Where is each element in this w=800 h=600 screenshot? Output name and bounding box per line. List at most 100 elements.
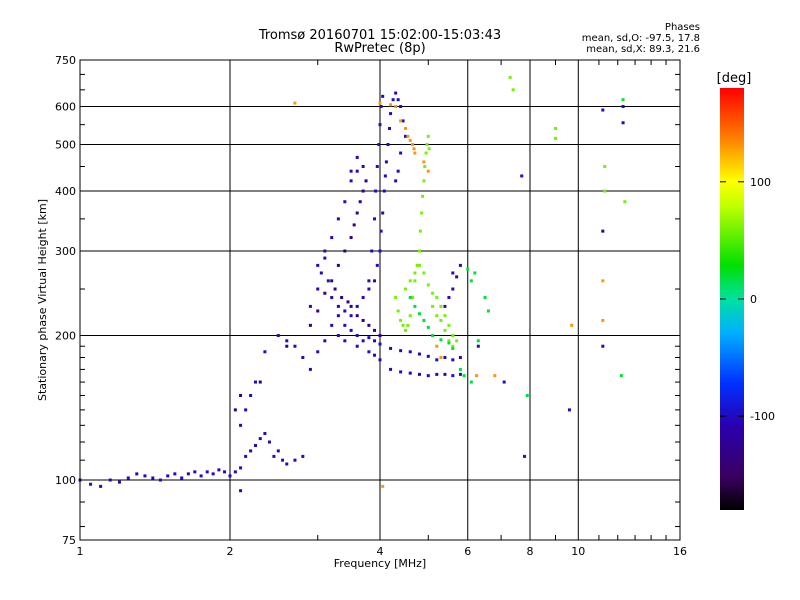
x-tick-label: 10 xyxy=(571,545,585,558)
axis-ticks: 1 2 4 6 8 10 16 75 100 200 300 400 500 600 750 xyxy=(55,54,687,558)
data-point xyxy=(374,189,378,193)
data-point xyxy=(367,336,371,340)
data-point xyxy=(326,279,330,283)
data-point xyxy=(425,143,429,147)
data-point xyxy=(567,408,571,412)
data-point xyxy=(426,374,430,378)
data-point xyxy=(451,344,455,348)
data-point xyxy=(451,374,455,378)
data-point xyxy=(343,309,347,313)
data-point xyxy=(451,334,455,338)
data-point xyxy=(443,304,447,308)
data-point xyxy=(293,101,297,105)
data-point xyxy=(447,341,451,345)
data-point xyxy=(621,98,625,102)
data-point xyxy=(249,449,253,453)
data-point xyxy=(301,454,305,458)
data-point xyxy=(458,367,462,371)
y-tick-label: 600 xyxy=(55,101,76,114)
data-point xyxy=(469,380,473,384)
data-point xyxy=(373,217,377,221)
data-point xyxy=(323,256,327,260)
data-point xyxy=(253,380,257,384)
data-point xyxy=(316,263,320,267)
data-point xyxy=(413,304,417,308)
data-point xyxy=(336,334,340,338)
chart-title-line1: Tromsø 20160701 15:02:00-15:03:43 xyxy=(258,28,502,43)
y-tick-label: 300 xyxy=(55,245,76,258)
data-point xyxy=(373,279,377,283)
data-point xyxy=(451,358,455,362)
data-point xyxy=(323,291,327,295)
data-point xyxy=(415,263,419,267)
data-point xyxy=(378,123,382,127)
data-point xyxy=(394,105,398,109)
data-point xyxy=(601,108,605,112)
data-point xyxy=(361,189,365,193)
data-point xyxy=(476,339,480,343)
data-point xyxy=(336,304,340,308)
data-point xyxy=(403,287,407,291)
data-point xyxy=(293,458,297,462)
data-point xyxy=(403,126,407,130)
data-point xyxy=(388,126,392,130)
data-point xyxy=(399,105,403,109)
data-point xyxy=(285,339,289,343)
data-point xyxy=(399,318,403,322)
data-point xyxy=(403,134,407,138)
data-point xyxy=(525,394,529,398)
data-point xyxy=(447,323,451,327)
data-point xyxy=(367,287,371,291)
data-point xyxy=(408,279,412,283)
data-point xyxy=(439,338,443,342)
data-point xyxy=(601,229,605,233)
data-point xyxy=(239,423,243,427)
data-point xyxy=(285,344,289,348)
x-tick-label: 8 xyxy=(527,545,534,558)
data-point xyxy=(361,318,365,322)
data-point xyxy=(458,263,462,267)
data-point xyxy=(458,372,462,376)
data-point xyxy=(316,350,320,354)
data-point xyxy=(316,309,320,313)
data-point xyxy=(233,408,237,412)
data-point xyxy=(413,151,417,155)
data-point xyxy=(239,466,243,470)
data-point xyxy=(417,249,421,253)
data-point xyxy=(361,164,365,168)
data-point xyxy=(378,358,382,362)
data-point xyxy=(343,200,347,204)
chart-title-line2: RwPretec (8p) xyxy=(334,41,426,56)
x-tick-label: 2 xyxy=(227,545,234,558)
data-point xyxy=(367,279,371,283)
data-point xyxy=(394,179,398,183)
data-point xyxy=(408,314,412,318)
data-point xyxy=(349,169,353,173)
data-point xyxy=(367,323,371,327)
data-point xyxy=(502,380,506,384)
data-point xyxy=(621,121,625,125)
data-point xyxy=(276,334,280,338)
y-tick-label: 75 xyxy=(62,534,76,547)
data-point xyxy=(396,169,400,173)
data-point xyxy=(422,271,426,275)
grid-lines xyxy=(80,60,680,540)
data-point xyxy=(422,160,426,164)
data-point xyxy=(443,355,447,359)
data-point xyxy=(355,314,359,318)
data-point xyxy=(603,189,607,193)
data-point xyxy=(389,367,393,371)
data-point xyxy=(135,472,139,476)
data-point xyxy=(486,309,490,313)
data-points xyxy=(78,75,627,493)
data-point xyxy=(377,143,381,147)
data-point xyxy=(373,328,377,332)
data-point xyxy=(382,189,386,193)
data-point xyxy=(601,318,605,322)
data-point xyxy=(358,200,362,204)
data-point xyxy=(330,323,334,327)
data-point xyxy=(422,179,426,183)
data-point xyxy=(458,355,462,359)
data-point xyxy=(355,169,359,173)
